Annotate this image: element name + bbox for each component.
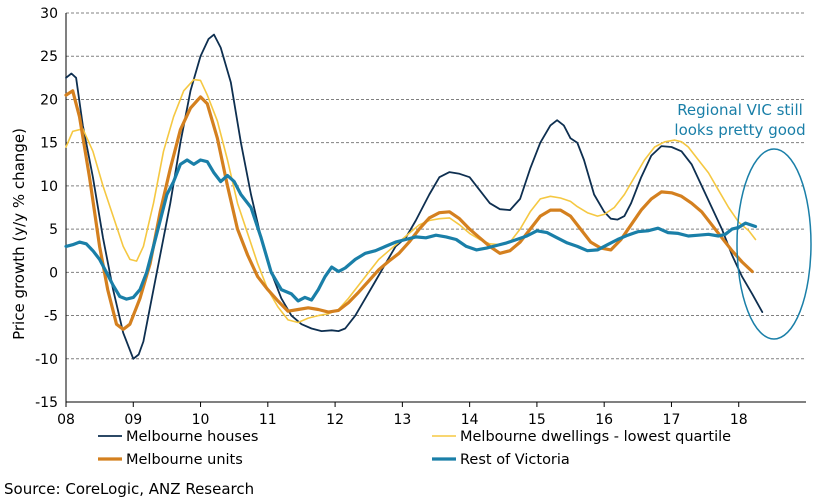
y-tick-label: -5 bbox=[44, 309, 58, 325]
y-tick-label: -10 bbox=[35, 352, 58, 368]
series-line-0 bbox=[65, 33, 764, 360]
x-tick-label: 09 bbox=[124, 412, 142, 428]
legend-label: Rest of Victoria bbox=[460, 452, 570, 468]
x-tick-label: 16 bbox=[595, 412, 613, 428]
x-tick-label: 14 bbox=[461, 412, 479, 428]
x-tick-label: 18 bbox=[730, 412, 748, 428]
x-tick-label: 11 bbox=[259, 412, 277, 428]
legend-label: Melbourne units bbox=[126, 452, 243, 468]
series-line-3 bbox=[64, 158, 758, 303]
x-axis-ticks: 08 09 10 11 12 13 14 15 16 17 18 bbox=[57, 402, 748, 428]
annotation-line-1: Regional VIC still bbox=[677, 101, 803, 119]
y-tick-label: 25 bbox=[40, 49, 58, 65]
y-tick-label: 30 bbox=[40, 6, 58, 22]
highlight-ellipse bbox=[736, 148, 812, 340]
legend-label: Melbourne dwellings - lowest quartile bbox=[460, 429, 731, 445]
y-tick-label: 5 bbox=[49, 222, 58, 238]
legend-label: Melbourne houses bbox=[126, 429, 258, 445]
y-axis-ticks: 30 25 20 15 10 5 0 -5 -10 -15 bbox=[35, 6, 58, 411]
y-tick-label: 20 bbox=[40, 92, 58, 108]
source-note: Source: CoreLogic, ANZ Research bbox=[4, 480, 254, 498]
x-tick-label: 10 bbox=[192, 412, 210, 428]
series-lines bbox=[64, 33, 764, 360]
gridlines bbox=[66, 12, 806, 360]
x-tick-label: 13 bbox=[393, 412, 411, 428]
y-tick-label: 10 bbox=[40, 179, 58, 195]
series-line-2 bbox=[64, 89, 754, 331]
y-tick-label: -15 bbox=[35, 395, 58, 411]
y-tick-label: 0 bbox=[49, 265, 58, 281]
legend: Melbourne houses Melbourne dwellings - lo… bbox=[98, 429, 731, 468]
series-line-1 bbox=[65, 78, 757, 324]
annotation-line-2: looks pretty good bbox=[674, 121, 805, 139]
x-tick-label: 12 bbox=[326, 412, 344, 428]
x-tick-label: 17 bbox=[663, 412, 681, 428]
y-axis-label: Price growth (y/y % change) bbox=[10, 128, 28, 340]
x-tick-label: 15 bbox=[528, 412, 546, 428]
x-tick-label: 08 bbox=[57, 412, 75, 428]
y-tick-label: 15 bbox=[40, 136, 58, 152]
